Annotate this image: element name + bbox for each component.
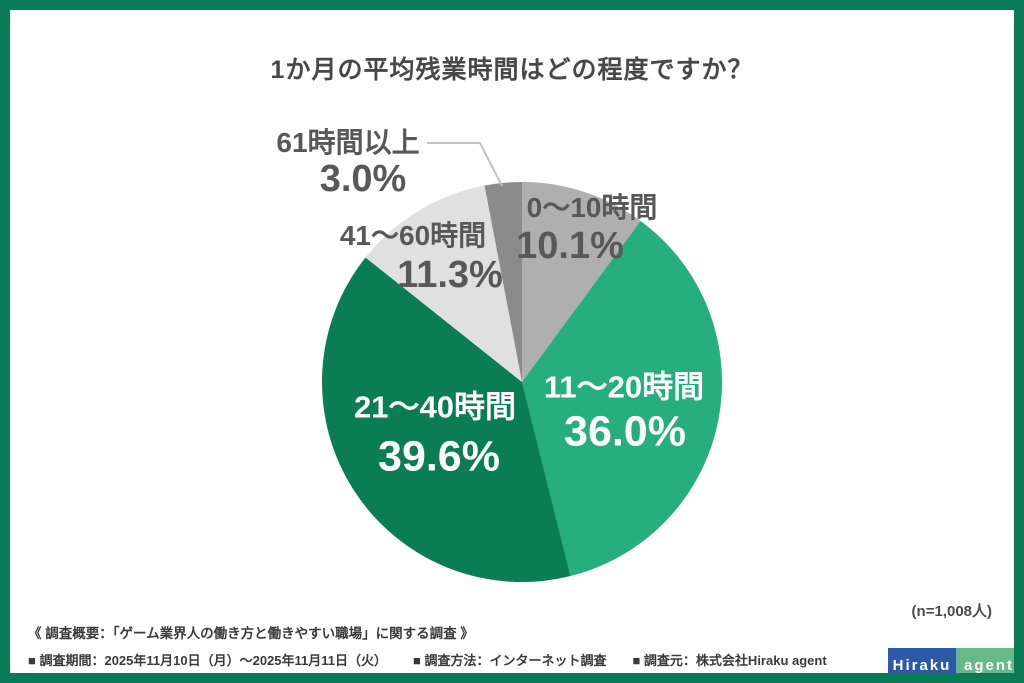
pie-slice-2: [321, 257, 571, 583]
survey-overview: 《 調査概要：「ゲーム業界人の働き方と働きやすい職場」に関する調査 》 ■ 調査…: [28, 622, 906, 683]
pie-slices: [321, 182, 723, 583]
survey-row-1: ■ 調査期間：2025年11月10日（月）〜2025年11月11日（火） ■ 調…: [28, 650, 906, 669]
pie-value-21-40h: 39.6%: [378, 432, 500, 481]
logo-agent-block: agent: [956, 648, 1014, 673]
pie-slice-0: [522, 182, 641, 382]
logo-hiraku-block: Hiraku: [888, 648, 956, 673]
pie-label-41-60h: 41〜60時間: [339, 220, 487, 251]
pie-value-41-60h: 11.3%: [397, 254, 503, 296]
pie-value-0-10h: 10.1%: [516, 225, 624, 267]
pie-chart: [321, 142, 723, 583]
pie-slice-4: [484, 182, 522, 382]
pie-value-61h-plus: 3.0%: [319, 158, 407, 200]
survey-period: ■ 調査期間：2025年11月10日（月）〜2025年11月11日（火）: [28, 653, 387, 668]
pie-slice-3: [365, 185, 522, 382]
hiraku-agent-logo: Hiraku agent: [888, 648, 1014, 673]
pie-label-21-40h: 21〜40時間: [354, 389, 516, 425]
chart-title: 1か月の平均残業時間はどの程度ですか？: [270, 56, 754, 84]
callout-leader-line: [427, 142, 503, 187]
survey-target: ■ 調査対象：調査回答時にゲーム業界で働く正社員・契約社員と回答したモニター: [28, 676, 507, 683]
survey-method: ■ 調査方法：インターネット調査: [413, 653, 607, 668]
sample-size-note: (n=1,008人): [911, 603, 992, 620]
survey-heading: 《 調査概要：「ゲーム業界人の働き方と働きやすい職場」に関する調査 》: [28, 626, 474, 641]
survey-monitor-provider: ■ モニター提供元：PRIZMAリサーチ: [527, 676, 744, 683]
pie-slice-1: [522, 220, 723, 577]
pie-value-11-20h: 36.0%: [564, 407, 686, 456]
pie-label-0-10h: 0〜10時間: [526, 192, 658, 223]
survey-source: ■ 調査元：株式会社Hiraku agent: [632, 653, 827, 668]
survey-row-2: ■ 調査対象：調査回答時にゲーム業界で働く正社員・契約社員と回答したモニター ■…: [28, 676, 906, 683]
pie-label-11-20h: 11〜20時間: [543, 369, 705, 405]
pie-label-61h-plus: 61時間以上: [276, 127, 420, 158]
survey-respondents: ■ 調査人数：1,008人: [764, 676, 886, 683]
